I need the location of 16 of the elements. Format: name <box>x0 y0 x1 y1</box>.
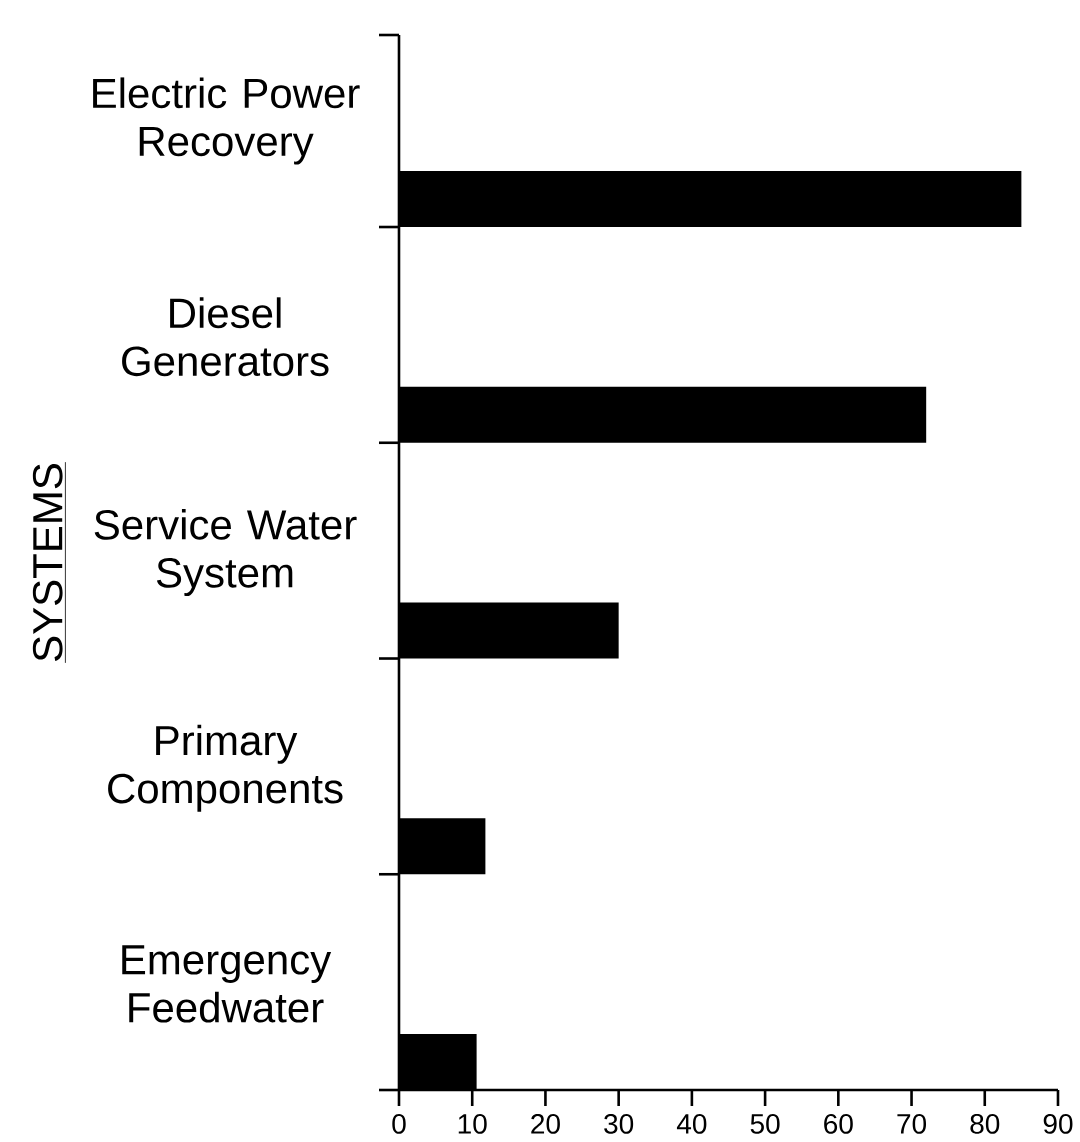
x-tick-label: 10 <box>458 1113 487 1134</box>
x-tick-label: 40 <box>676 1113 707 1134</box>
x-tick-label: 30 <box>604 1113 634 1134</box>
y-axis-title: SYSTEMS <box>32 464 63 661</box>
x-tick-label: 50 <box>750 1113 780 1134</box>
y-tick-label: Diesel Generators <box>122 297 329 377</box>
x-tick-label: 80 <box>970 1113 1000 1134</box>
x-tick-label: 70 <box>897 1113 927 1134</box>
x-tick-label: 0 <box>392 1113 406 1134</box>
y-tick-label: Electric Power Recovery <box>93 77 360 165</box>
x-tick-label: 20 <box>531 1113 560 1134</box>
x-tick-label: 90 <box>1043 1113 1073 1134</box>
y-tick-label: Service Water System <box>94 508 357 597</box>
y-tick-label: Emergency Feedwater <box>122 945 332 1023</box>
y-tick-label: Primary Components <box>108 724 343 812</box>
x-tick-label: 60 <box>824 1113 853 1134</box>
